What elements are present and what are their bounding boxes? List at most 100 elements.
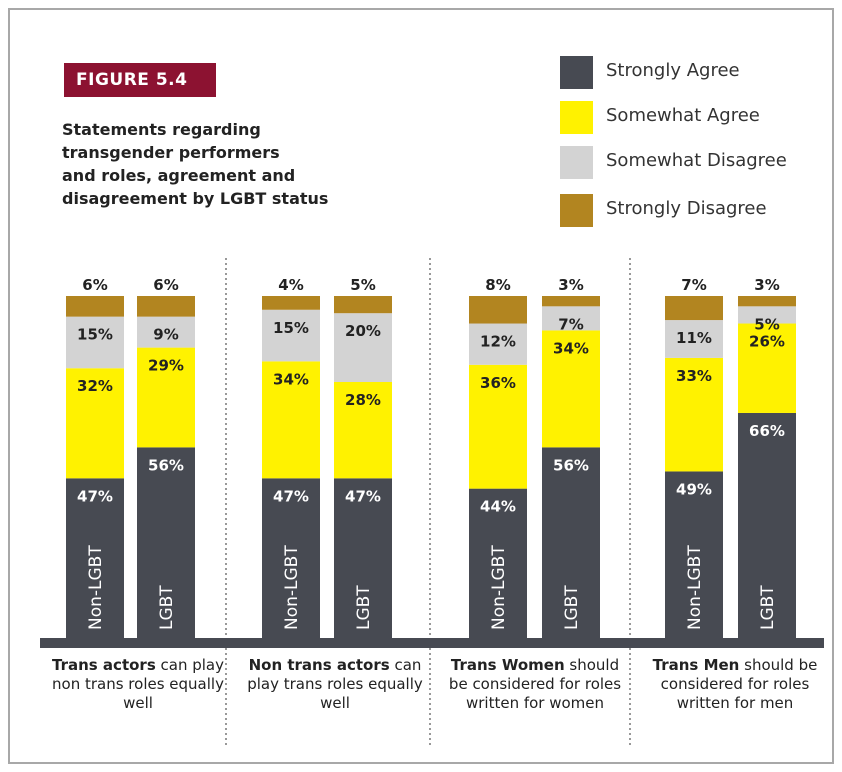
- caption-bold: Trans Women: [450, 656, 565, 674]
- bar-category-label: Non-LGBT: [489, 545, 509, 630]
- bar-segment-somewhat-agree: [738, 323, 796, 413]
- legend-swatch-strongly-disagree: [560, 194, 593, 227]
- caption-bold: Trans actors: [52, 656, 156, 674]
- bar-category-label: Non-LGBT: [685, 545, 705, 630]
- caption-bold: Trans Men: [652, 656, 740, 674]
- bar-segment-strongly-agree: [665, 471, 723, 640]
- data-label: 34%: [273, 370, 309, 388]
- bar-segment-strongly-disagree: [738, 296, 796, 307]
- data-label: 47%: [77, 487, 113, 505]
- bar-segment-strongly-agree: [66, 478, 124, 640]
- group-caption-1: Trans actors can play non trans roles eq…: [43, 656, 233, 713]
- data-label: 56%: [553, 456, 589, 474]
- data-label: 3%: [754, 276, 779, 294]
- bar-segment-somewhat-agree: [66, 368, 124, 479]
- data-label: 66%: [749, 422, 785, 440]
- legend-label: Somewhat Agree: [606, 105, 760, 126]
- bar-category-label: LGBT: [157, 585, 177, 630]
- legend-swatch-somewhat-agree: [560, 101, 593, 134]
- data-label: 5%: [754, 315, 779, 333]
- data-label: 9%: [153, 326, 178, 344]
- bar-segment-strongly-agree: [469, 488, 527, 640]
- group-caption-2: Non trans actors can play trans roles eq…: [240, 656, 430, 713]
- data-label: 47%: [273, 487, 309, 505]
- bar-segment-somewhat-agree: [469, 364, 527, 489]
- bar-segment-somewhat-disagree: [665, 320, 723, 358]
- data-label: 29%: [148, 357, 184, 375]
- bar-segment-strongly-disagree: [469, 296, 527, 324]
- bar-segment-somewhat-agree: [542, 330, 600, 448]
- data-label: 12%: [480, 333, 516, 351]
- bar-segment-strongly-disagree: [542, 296, 600, 307]
- bar-segment-somewhat-agree: [334, 382, 392, 479]
- data-label: 32%: [77, 377, 113, 395]
- data-label: 33%: [676, 367, 712, 385]
- data-label: 11%: [676, 329, 712, 347]
- bar-segment-somewhat-disagree: [738, 306, 796, 324]
- bar-segment-somewhat-disagree: [262, 309, 320, 362]
- bar-segment-strongly-disagree: [137, 296, 195, 317]
- chart-title: Statements regarding transgender perform…: [62, 120, 329, 208]
- group-caption-3: Trans Women should be considered for rol…: [440, 656, 630, 713]
- bar-segment-strongly-agree: [262, 478, 320, 640]
- bar-segment-somewhat-disagree: [334, 313, 392, 382]
- bar-category-label: LGBT: [354, 585, 374, 630]
- data-label: 28%: [345, 391, 381, 409]
- group-caption-4: Trans Men should be considered for roles…: [640, 656, 830, 713]
- data-label: 34%: [553, 339, 589, 357]
- data-label: 5%: [350, 276, 375, 294]
- bar-segment-somewhat-agree: [137, 347, 195, 448]
- data-label: 56%: [148, 456, 184, 474]
- legend-label: Strongly Disagree: [606, 198, 767, 219]
- bar-category-label: LGBT: [758, 585, 778, 630]
- caption-rest: can play non trans roles equally well: [52, 656, 224, 712]
- bar-category-label: Non-LGBT: [86, 545, 106, 630]
- caption-rest: should be considered for roles written f…: [660, 656, 818, 712]
- data-label: 8%: [485, 276, 510, 294]
- bar-segment-strongly-disagree: [262, 296, 320, 310]
- legend-label: Strongly Agree: [606, 60, 740, 81]
- bar-category-label: LGBT: [562, 585, 582, 630]
- legend-swatch-strongly-agree: [560, 56, 593, 89]
- figure-label: FIGURE 5.4: [64, 63, 216, 97]
- data-label: 7%: [558, 315, 583, 333]
- data-label: 15%: [77, 326, 113, 344]
- data-label: 4%: [278, 276, 303, 294]
- data-label: 20%: [345, 322, 381, 340]
- caption-rest: can play trans roles equally well: [247, 656, 423, 712]
- bar-segment-somewhat-agree: [665, 357, 723, 472]
- bar-segment-strongly-disagree: [334, 296, 392, 314]
- data-label: 49%: [676, 480, 712, 498]
- bar-segment-somewhat-disagree: [66, 316, 124, 369]
- legend-item-strongly-disagree: Strongly Disagree: [560, 194, 840, 228]
- data-label: 47%: [345, 487, 381, 505]
- data-label: 6%: [153, 276, 178, 294]
- baseline: [40, 638, 824, 648]
- data-label: 6%: [82, 276, 107, 294]
- data-label: 26%: [749, 333, 785, 351]
- bar-segment-strongly-agree: [334, 478, 392, 640]
- bar-segment-strongly-disagree: [66, 296, 124, 317]
- bar-segment-strongly-agree: [738, 412, 796, 640]
- legend-label: Somewhat Disagree: [606, 150, 787, 171]
- legend-item-strongly-agree: Strongly Agree: [560, 56, 840, 90]
- data-label: 36%: [480, 374, 516, 392]
- legend-swatch-somewhat-disagree: [560, 146, 593, 179]
- caption-rest: should be considered for roles written f…: [448, 656, 622, 712]
- bar-segment-strongly-agree: [137, 447, 195, 640]
- bar-segment-strongly-agree: [542, 447, 600, 640]
- caption-bold: Non trans actors: [248, 656, 390, 674]
- data-label: 7%: [681, 276, 706, 294]
- legend-item-somewhat-disagree: Somewhat Disagree: [560, 146, 840, 180]
- data-label: 15%: [273, 319, 309, 337]
- bar-segment-somewhat-agree: [262, 361, 320, 479]
- legend-item-somewhat-agree: Somewhat Agree: [560, 101, 840, 135]
- data-label: 44%: [480, 498, 516, 516]
- bar-segment-somewhat-disagree: [137, 316, 195, 348]
- bar-segment-somewhat-disagree: [542, 306, 600, 331]
- data-label: 3%: [558, 276, 583, 294]
- bar-segment-somewhat-disagree: [469, 323, 527, 365]
- bar-category-label: Non-LGBT: [282, 545, 302, 630]
- bar-segment-strongly-disagree: [665, 296, 723, 321]
